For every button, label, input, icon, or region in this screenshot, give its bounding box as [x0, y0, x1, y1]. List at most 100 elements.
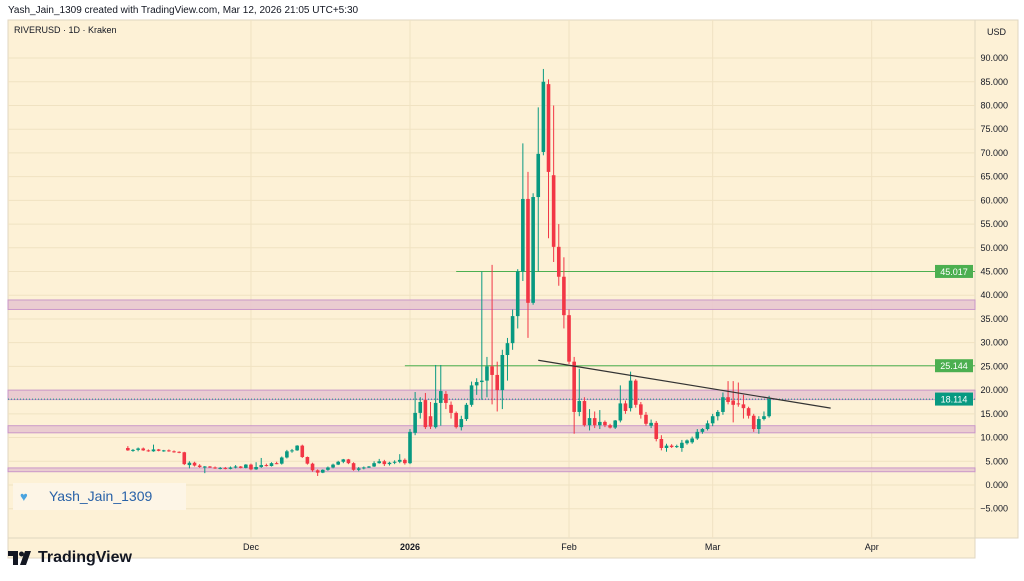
candle-up — [515, 271, 520, 317]
candle-down — [197, 465, 202, 467]
author-watermark: Yash_Jain_1309 — [13, 483, 186, 510]
candle-up — [480, 380, 484, 383]
candle-down — [264, 465, 269, 467]
price-label-badge — [935, 359, 973, 373]
candle-up — [721, 397, 725, 412]
candle-down — [736, 403, 741, 405]
candle-down — [315, 470, 320, 473]
candle-up — [254, 466, 258, 470]
candle-up — [485, 366, 489, 381]
candle-up — [685, 440, 689, 444]
currency-label: USD — [987, 27, 1007, 37]
candle-down — [592, 418, 597, 426]
candle-down — [274, 463, 279, 465]
y-tick-label: 55.000 — [980, 219, 1008, 229]
logo-text: TradingView — [38, 549, 132, 566]
y-tick-label: 80.000 — [980, 100, 1008, 110]
y-tick-label: 45.000 — [980, 267, 1008, 277]
candle-down — [126, 447, 130, 451]
candle-up — [536, 153, 541, 198]
tradingview-logo-icon — [8, 551, 31, 565]
y-tick-label: 10.000 — [980, 433, 1008, 443]
y-tick-label: 5.000 — [985, 456, 1008, 466]
candle-up — [459, 419, 464, 428]
candle-up — [151, 449, 156, 452]
candle-up — [464, 404, 469, 420]
candle-down — [208, 466, 212, 468]
candle-up — [418, 401, 423, 413]
candle-down — [382, 461, 387, 465]
candle-up — [131, 449, 135, 451]
candle-up — [408, 431, 412, 464]
candle-up — [326, 467, 330, 470]
candle-up — [290, 450, 294, 452]
candle-down — [449, 404, 453, 413]
candle-down — [623, 403, 628, 411]
support-resistance-zone — [7, 299, 976, 310]
candle-up — [664, 445, 669, 448]
y-tick-label: 90.000 — [980, 53, 1008, 63]
candle-up — [521, 198, 525, 272]
y-tick-label: 70.000 — [980, 148, 1008, 158]
candle-up — [336, 461, 340, 465]
candle-up — [613, 420, 617, 428]
y-tick-label: 85.000 — [980, 77, 1008, 87]
candle-down — [213, 467, 217, 469]
candle-up — [218, 467, 222, 469]
candle-up — [695, 431, 700, 439]
plot-area — [7, 19, 976, 539]
candle-up — [541, 81, 546, 152]
candle-down — [146, 450, 151, 452]
candle-down — [192, 462, 197, 466]
candle-up — [187, 462, 192, 466]
candle-up — [244, 464, 248, 468]
candle-down — [603, 421, 607, 426]
y-tick-label: 40.000 — [980, 290, 1008, 300]
candle-up — [392, 461, 397, 463]
support-resistance-zone — [7, 389, 976, 401]
candle-down — [351, 463, 356, 470]
symbol-info: RIVERUSD · 1D · Kraken — [14, 25, 117, 35]
candle-down — [562, 276, 566, 316]
blue-heart-icon: ♥ — [20, 489, 28, 504]
candle-up — [372, 463, 376, 467]
candle-down — [428, 416, 433, 427]
candle-down — [495, 374, 500, 391]
price-label: 45.017 — [940, 267, 968, 277]
candle-down — [300, 445, 305, 458]
y-tick-label: 65.000 — [980, 172, 1008, 182]
candle-down — [639, 404, 643, 415]
x-tick-label: Dec — [243, 542, 260, 552]
candle-down — [444, 393, 448, 403]
candle-down — [167, 450, 171, 452]
candle-up — [510, 316, 515, 344]
candle-up — [649, 422, 653, 426]
y-tick-label: 15.000 — [980, 409, 1008, 419]
price-label: 25.144 — [940, 361, 968, 371]
candle-up — [690, 438, 694, 443]
candle-down — [490, 366, 494, 375]
candle-up — [203, 466, 207, 468]
candle-up — [474, 382, 479, 386]
tradingview-logo[interactable]: TradingView — [8, 549, 132, 567]
candle-down — [310, 463, 315, 471]
candle-up — [331, 464, 335, 468]
candle-down — [644, 414, 648, 424]
candle-down — [726, 397, 730, 402]
candle-up — [387, 462, 392, 465]
y-tick-label: 60.000 — [980, 195, 1008, 205]
x-tick-label: 2026 — [400, 542, 420, 552]
candle-down — [182, 452, 187, 465]
candle-up — [700, 429, 705, 432]
y-tick-label: 75.000 — [980, 124, 1008, 134]
y-tick-label: 35.000 — [980, 314, 1008, 324]
candle-up — [618, 403, 623, 421]
candle-down — [669, 445, 674, 448]
candle-up — [767, 399, 771, 417]
candle-up — [285, 451, 289, 458]
candle-down — [654, 422, 659, 439]
price-axis — [974, 19, 1019, 539]
y-tick-label: 20.000 — [980, 385, 1008, 395]
candle-down — [305, 457, 310, 464]
